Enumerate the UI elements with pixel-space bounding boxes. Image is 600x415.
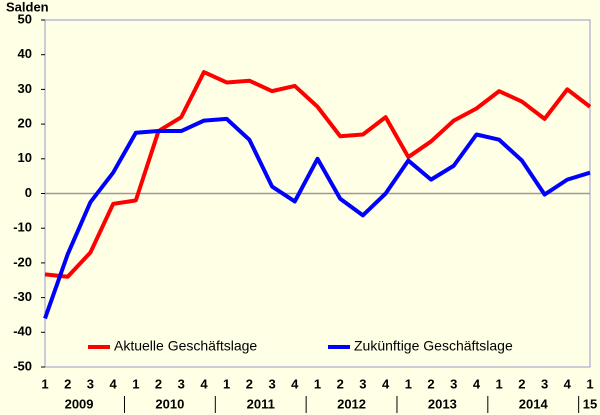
x-group-label: 2009 — [65, 396, 94, 411]
x-group-label: 2010 — [155, 396, 184, 411]
x-tick-label: 4 — [382, 376, 390, 391]
x-tick-label: 4 — [291, 376, 299, 391]
y-axis-label: Salden — [6, 0, 49, 14]
x-tick-label: 4 — [473, 376, 481, 391]
y-tick-label: 50 — [18, 11, 32, 26]
y-tick-label: -40 — [13, 324, 32, 339]
legend-label: Zukünftige Geschäftslage — [354, 338, 513, 354]
legend-label: Aktuelle Geschäftslage — [114, 338, 257, 354]
x-tick-label: 1 — [132, 376, 139, 391]
x-tick-label: 2 — [518, 376, 525, 391]
y-tick-label: 0 — [25, 185, 32, 200]
x-tick-label: 4 — [564, 376, 572, 391]
x-group-label: 2012 — [337, 396, 366, 411]
y-tick-label: -20 — [13, 254, 32, 269]
x-tick-label: 1 — [496, 376, 503, 391]
x-tick-label: 3 — [359, 376, 366, 391]
y-tick-label: 10 — [18, 150, 32, 165]
x-tick-label: 3 — [87, 376, 94, 391]
x-tick-label: 2 — [427, 376, 434, 391]
x-tick-label: 2 — [246, 376, 253, 391]
y-tick-label: -10 — [13, 220, 32, 235]
x-tick-label: 2 — [155, 376, 162, 391]
x-tick-label: 3 — [178, 376, 185, 391]
x-tick-label: 1 — [405, 376, 412, 391]
x-group-label: 15 — [583, 396, 597, 411]
x-tick-label: 1 — [586, 376, 593, 391]
series-line — [43, 116, 591, 320]
x-tick-label: 2 — [337, 376, 344, 391]
y-tick-label: 20 — [18, 116, 32, 131]
y-tick-label: 30 — [18, 81, 32, 96]
y-tick-label: -50 — [13, 358, 32, 373]
x-group-label: 2011 — [247, 396, 275, 411]
x-tick-label: 4 — [110, 376, 118, 391]
series-line — [44, 70, 592, 279]
y-tick-label: 40 — [18, 46, 32, 61]
y-tick-label: -30 — [13, 289, 32, 304]
x-tick-label: 1 — [223, 376, 230, 391]
x-tick-label: 3 — [450, 376, 457, 391]
x-tick-label: 4 — [200, 376, 208, 391]
x-group-label: 2013 — [428, 396, 457, 411]
x-tick-label: 2 — [64, 376, 71, 391]
x-tick-label: 3 — [268, 376, 275, 391]
x-tick-label: 3 — [541, 376, 548, 391]
x-tick-label: 1 — [41, 376, 48, 391]
x-tick-label: 1 — [314, 376, 321, 391]
x-group-label: 2014 — [519, 396, 549, 411]
